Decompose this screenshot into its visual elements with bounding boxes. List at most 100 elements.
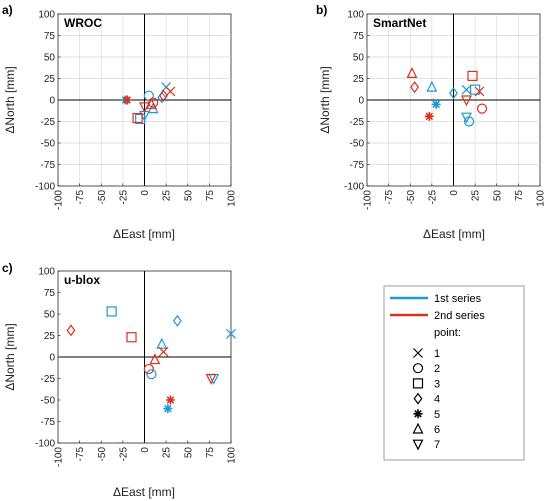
y-tick-label: 75 [353,31,365,42]
data-point-7 [461,112,472,124]
panel-wroc: -100 -75 -50 -25 0 25 50 75 100 -100 -75 -50 -25 0 25 5… [2,3,238,241]
legend-point-label: 4 [434,394,440,406]
legend-marker-7 [412,439,424,451]
legend-marker-6 [412,422,424,434]
legend: 1st series 2nd series point: 1 2 3 4 5 6 7 [383,285,525,461]
panel-label: b) [316,3,327,17]
x-tick-label: -50 [97,447,108,462]
y-tick-label: 50 [44,310,56,321]
x-tick-label: 75 [205,190,216,202]
series-2 [406,66,488,121]
y-tick-label: -75 [41,417,56,428]
data-point-1 [461,84,472,95]
x-tick-label: 100 [227,190,238,207]
x-tick-label: -75 [384,190,395,205]
x-axis-label: ΔEast [mm] [113,227,175,241]
x-tick-label: 50 [183,190,194,202]
y-tick-label: -50 [41,139,56,150]
data-point-5 [165,395,175,405]
data-point-3 [126,332,137,343]
plot-area: -100 -75 -50 -25 0 25 50 75 100 -100 -75 -50 -25 0 25 5… [344,10,547,211]
y-tick-label: 75 [44,31,56,42]
data-point-4 [66,324,76,337]
x-tick-label: -50 [97,190,108,205]
x-tick-label: -100 [363,190,374,210]
legend-point-label: 7 [434,439,440,451]
y-tick-label: -75 [350,160,365,171]
legend-label-series-2: 2nd series [434,310,485,322]
legend-marker-5 [413,409,423,419]
y-tick-label: 50 [44,53,56,64]
panel-ublox: -100 -75 -50 -25 0 25 50 75 100 -100 -75 -50 -25 0 25 5… [2,261,238,499]
panel-smartnet: -100 -75 -50 -25 0 25 50 75 100 -100 -75 -50 -25 0 25 5… [316,3,547,241]
plot-area: -100 -75 -50 -25 0 25 50 75 100 -100 -75 -50 -25 0 25 5… [35,267,238,468]
x-tick-label: 25 [471,190,482,202]
x-tick-label: 0 [140,447,151,453]
data-point-5 [163,404,173,414]
panel-label: c) [2,261,13,275]
data-point-2 [476,103,488,114]
x-tick-label: -100 [54,447,65,467]
series-2 [66,324,217,405]
y-tick-label: 0 [49,353,55,364]
x-tick-label: 0 [140,190,151,196]
series-1 [426,80,481,127]
x-tick-label: -100 [54,190,65,210]
data-point-7 [461,95,472,107]
legend-marker-2 [412,363,424,374]
x-axis-label: ΔEast [mm] [113,485,175,499]
x-axis-label: ΔEast [mm] [423,227,485,241]
data-point-4 [172,314,182,327]
data-point-2 [143,363,154,375]
y-tick-label: 25 [44,331,56,342]
data-point-6 [149,353,161,365]
data-point-1 [474,86,485,97]
data-point-5 [424,111,434,121]
data-point-4 [159,89,168,102]
legend-marker-4 [413,392,423,405]
y-tick-label: 75 [44,288,56,299]
data-point-5 [122,95,132,105]
panel-title: u-blox [64,273,100,287]
y-tick-label: -100 [35,182,55,193]
x-tick-label: -25 [118,447,129,462]
x-tick-label: 0 [449,190,460,196]
y-tick-label: -50 [350,139,365,150]
legend-point-label: 1 [434,348,440,360]
x-tick-label: -50 [406,190,417,205]
y-tick-label: 0 [49,96,55,107]
legend-point-heading: point: [434,327,461,339]
data-point-4 [449,87,458,100]
data-point-3 [132,112,143,124]
legend-point-label: 5 [434,409,440,421]
y-tick-label: -50 [41,396,56,407]
data-point-3 [470,84,481,95]
legend-points: 1 2 3 4 5 6 7 [412,348,440,451]
y-tick-label: 25 [44,74,56,85]
x-tick-label: -75 [75,190,86,205]
y-tick-label: -100 [35,439,55,450]
x-tick-label: 25 [162,190,173,202]
legend-label-series-1: 1st series [434,293,482,305]
data-point-6 [426,80,438,92]
data-point-7 [139,102,150,114]
y-tick-label: 25 [353,74,365,85]
data-point-2 [146,369,157,380]
x-tick-label: 50 [183,447,194,459]
x-tick-label: -75 [75,447,86,462]
data-point-3 [467,70,478,82]
data-point-6 [406,66,418,78]
y-tick-label: -25 [350,117,365,128]
x-tick-label: 100 [536,190,547,207]
legend-point-label: 3 [434,378,440,390]
y-tick-label: 0 [358,96,364,107]
panel-label: a) [2,3,13,17]
legend-point-label: 2 [434,363,440,375]
data-point-1 [158,346,169,357]
y-tick-label: 50 [353,53,365,64]
data-point-1 [165,86,176,97]
y-axis-label: ΔNorth [mm] [3,323,17,390]
y-tick-label: 100 [347,10,364,21]
data-point-5 [431,99,441,109]
